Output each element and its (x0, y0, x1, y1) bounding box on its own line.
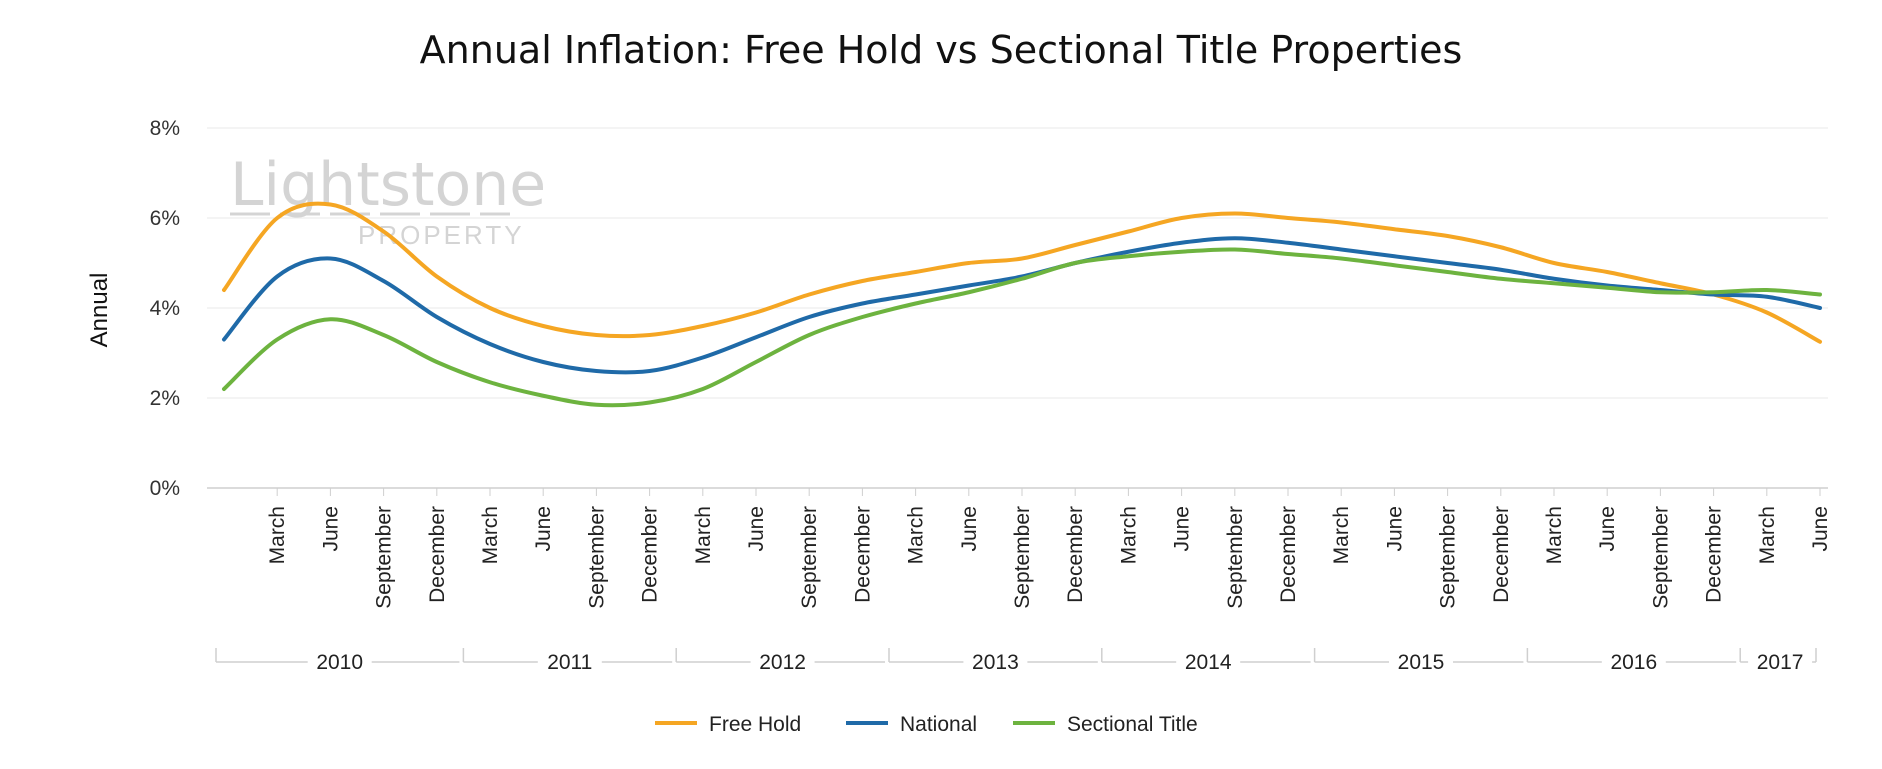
x-tick-label: September (1224, 506, 1247, 609)
x-tick-label: December (1064, 506, 1087, 603)
x-tick-label: June (319, 506, 342, 552)
series-line-sectional-title (222, 247, 1822, 408)
chart-title: Annual Inflation: Free Hold vs Sectional… (419, 28, 1463, 72)
y-tick-label: 4% (150, 297, 180, 320)
x-tick-label: June (532, 506, 555, 552)
x-tick-label: June (1809, 506, 1832, 552)
x-tick-label: June (1596, 506, 1619, 552)
x-tick-label: March (905, 506, 928, 564)
x-tick-labels: March June September December March June Septe… (266, 488, 1832, 609)
year-label: 2017 (1757, 651, 1804, 674)
year-label: 2011 (547, 651, 592, 674)
y-axis-label: Annual (86, 273, 113, 348)
x-tick-label: September (798, 506, 821, 609)
y-tick-label: 8% (150, 117, 180, 140)
year-label: 2012 (759, 651, 806, 674)
x-tick-label: December (1703, 506, 1726, 603)
year-label: 2014 (1185, 651, 1232, 674)
x-tick-label: June (1171, 506, 1194, 552)
legend-label: National (900, 713, 977, 736)
year-label: 2016 (1610, 651, 1657, 674)
x-tick-label: September (585, 506, 608, 609)
series-lines (222, 201, 1822, 408)
series-line-free-hold (222, 201, 1822, 344)
x-tick-label: March (692, 506, 715, 564)
grid-lines (207, 127, 1828, 399)
x-tick-label: September (1649, 506, 1672, 609)
x-tick-label: December (851, 506, 874, 603)
x-tick-label: December (1490, 506, 1513, 603)
x-tick-label: March (1756, 506, 1779, 564)
x-tick-label: September (1437, 506, 1460, 609)
x-tick-label: June (1383, 506, 1406, 552)
y-tick-label: 2% (150, 387, 180, 410)
x-tick-label: March (1543, 506, 1566, 564)
y-tick-label: 0% (150, 477, 180, 500)
x-tick-label: March (266, 506, 289, 564)
series-line-national (222, 236, 1822, 375)
x-tick-label: September (373, 506, 396, 609)
legend-label: Sectional Title (1067, 713, 1198, 736)
x-tick-label: March (1117, 506, 1140, 564)
year-axis: 2010 2011 2012 2013 2014 2015 2016 2017 (215, 648, 1817, 674)
axes: 0% 2% 4% 6% 8% (150, 117, 1828, 500)
x-tick-label: March (1330, 506, 1353, 564)
legend-label: Free Hold (709, 713, 801, 736)
year-label: 2013 (972, 651, 1019, 674)
x-tick-label: December (639, 506, 662, 603)
x-tick-label: September (1011, 506, 1034, 609)
year-label: 2010 (316, 651, 363, 674)
x-tick-label: December (426, 506, 449, 603)
x-tick-label: March (479, 506, 502, 564)
x-tick-label: June (745, 506, 768, 552)
x-tick-label: December (1277, 506, 1300, 603)
year-label: 2015 (1398, 651, 1445, 674)
legend: Free Hold National Sectional Title (655, 713, 1198, 736)
watermark-sub: PROPERTY (358, 220, 525, 250)
watermark-main: Lightstone (230, 150, 546, 220)
y-tick-label: 6% (150, 207, 180, 230)
x-tick-label: June (958, 506, 981, 552)
